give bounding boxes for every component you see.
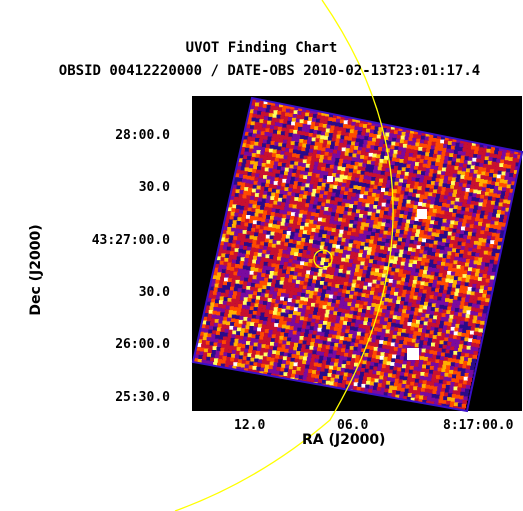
bright-sources <box>327 176 427 360</box>
y-tick-label: 30.0 <box>138 285 170 300</box>
y-axis-label: Dec (J2000) <box>28 224 44 316</box>
error-arc <box>174 0 394 511</box>
image-outline <box>191 96 523 413</box>
x-tick-label: 12.0 <box>234 418 266 433</box>
y-tick-label: 26:00.0 <box>115 337 170 352</box>
x-axis-label: RA (J2000) <box>302 432 386 448</box>
bright-source <box>381 188 385 192</box>
source-circle <box>313 249 333 269</box>
chart-title: UVOT Finding Chart <box>185 40 338 56</box>
bright-source <box>407 348 419 360</box>
x-tick-label: 8:17:00.0 <box>443 418 514 433</box>
y-tick-label: 30.0 <box>138 180 170 195</box>
uvot-image <box>193 98 522 411</box>
bright-source <box>417 209 427 219</box>
y-tick-label: 25:30.0 <box>115 390 170 405</box>
y-tick-label: 43:27:00.0 <box>91 233 170 248</box>
bright-source <box>327 176 333 182</box>
y-tick-label: 28:00.0 <box>115 128 170 143</box>
x-tick-label: 06.0 <box>337 418 369 433</box>
chart-subtitle: OBSID 00412220000 / DATE-OBS 2010-02-13T… <box>58 63 481 79</box>
